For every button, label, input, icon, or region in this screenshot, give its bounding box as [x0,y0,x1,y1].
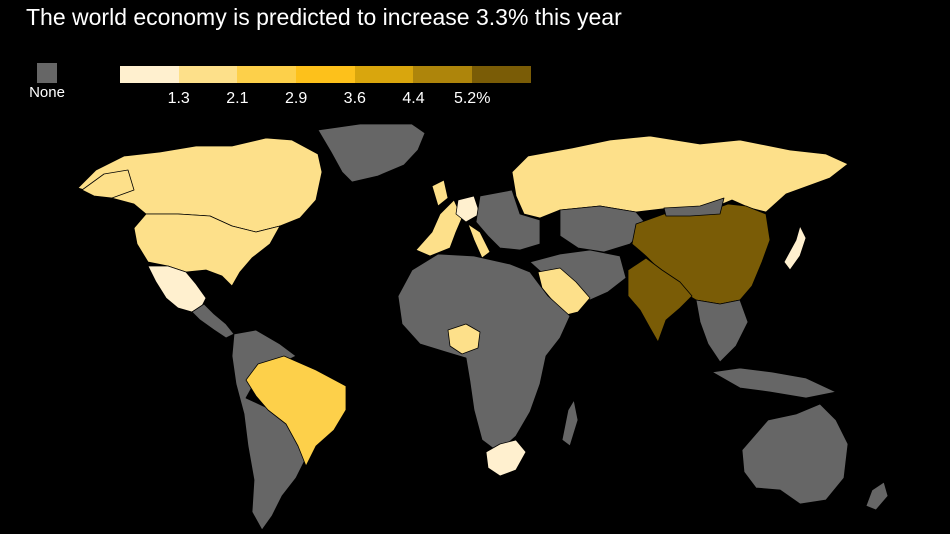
scale-tick: 5.2% [453,90,491,107]
region-australia [741,403,849,505]
scale-swatch-3 [237,66,297,83]
region-nigeria [447,323,481,355]
region-southeast-asia [695,299,749,363]
region-new-zealand [865,481,889,511]
scale-tick: 2.1 [226,90,249,107]
no-data-label: None [29,84,65,101]
color-scale-bar [120,66,531,83]
region-central-asia [559,205,649,253]
scale-tick: 1.3 [167,90,190,107]
region-greenland [317,123,426,183]
scale-tick: 2.9 [284,90,308,107]
no-data-legend: None [26,63,68,101]
region-united-states [133,213,281,287]
no-data-swatch [37,63,57,83]
region-uk [431,179,449,207]
region-japan [783,225,807,271]
region-south-africa [485,439,527,477]
region-eastern-europe [475,189,541,251]
region-russia [511,135,849,219]
region-mexico [147,265,207,313]
color-scale-legend: 1.3 2.1 2.9 3.6 4.4 5.2% [120,66,531,107]
region-germany [455,195,481,223]
scale-tick: 4.4 [402,90,425,107]
region-western-europe [415,199,463,257]
region-italy [467,223,491,259]
region-korea-mongolia [663,197,725,217]
region-alaska [81,169,135,199]
region-madagascar [561,399,579,447]
region-india [627,257,693,343]
scale-swatch-2 [178,66,238,83]
scale-swatch-7 [472,66,531,83]
region-central-america [191,303,235,339]
scale-swatch-5 [354,66,414,83]
region-brazil [245,355,347,467]
map-title: The world economy is predicted to increa… [26,4,622,30]
region-africa [397,253,571,453]
world-choropleth-map [77,123,889,531]
region-indonesia [711,367,837,399]
scale-swatch-6 [413,66,473,83]
scale-swatch-1 [120,66,179,83]
scale-swatch-4 [296,66,355,83]
scale-tick: 3.6 [343,90,366,107]
